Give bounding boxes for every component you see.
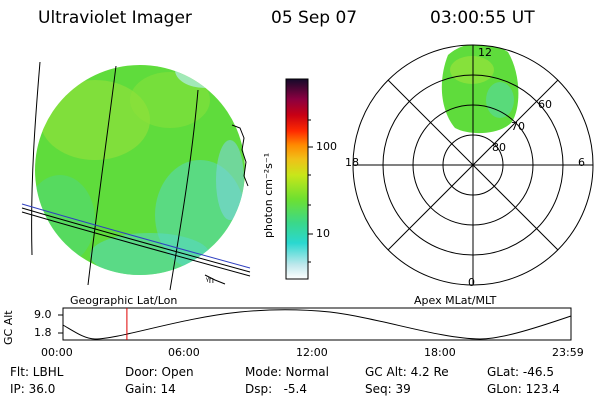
timeline-xtick-1800: 18:00 (424, 346, 456, 359)
mlt-label-12: 12 (478, 46, 492, 59)
date-label: 05 Sep 07 (271, 8, 358, 28)
timeline-xtick-0600: 06:00 (168, 346, 200, 359)
info-filter: Flt: LBHL (10, 365, 64, 379)
timeline-xtick-1200: 12:00 (296, 346, 328, 359)
info-ip: IP: 36.0 (10, 382, 56, 396)
timeline-xtick-0000: 00:00 (41, 346, 73, 359)
colorbar-unit-label: photon cm⁻²s⁻¹ (262, 152, 275, 238)
info-gain: Gain: 14 (125, 382, 176, 396)
lat-label-60: 60 (538, 98, 552, 111)
colorbar-tick-100: 100 (316, 140, 337, 153)
colorbar-tick-10: 10 (316, 227, 330, 240)
meridian-line-2 (87, 65, 117, 286)
color-scale-bar (285, 78, 309, 280)
timeline-xtick-2359: 23:59 (552, 346, 584, 359)
coastline-bottom (204, 274, 226, 285)
info-glat: GLat: -46.5 (487, 365, 554, 379)
mlt-label-6: 6 (578, 156, 585, 169)
coast-mark: ᵞn (206, 275, 214, 285)
instrument-title: Ultraviolet Imager (38, 8, 192, 28)
info-dsp: Dsp: -5.4 (245, 382, 308, 396)
right-panel-label: Apex MLat/MLT (414, 294, 497, 307)
left-panel-label: Geographic Lat/Lon (70, 294, 178, 307)
parallel-line-mid (21, 211, 251, 277)
timeline-frame (62, 307, 572, 341)
meridian-line-3 (169, 89, 199, 291)
meridian-line-1 (31, 61, 41, 256)
time-label: 03:00:55 UT (430, 8, 535, 28)
info-door: Door: Open (125, 365, 194, 379)
altitude-curve (62, 309, 572, 340)
info-gc-alt: GC Alt: 4.2 Re (365, 365, 449, 379)
info-seq: Seq: 39 (365, 382, 411, 396)
parallel-line-blue (21, 203, 251, 269)
timeline-ytick-high: 9.0 (34, 308, 52, 321)
parallel-line-upper (21, 207, 251, 273)
lat-label-80: 80 (492, 141, 506, 154)
timeline-ylabel: GC Alt (2, 310, 15, 345)
polar-plot (352, 44, 594, 286)
info-glon: GLon: 123.4 (487, 382, 560, 396)
lat-label-70: 70 (511, 120, 525, 133)
mlt-label-0: 0 (468, 276, 475, 289)
info-mode: Mode: Normal (245, 365, 329, 379)
altitude-timeline (58, 307, 572, 341)
mlt-label-18: 18 (345, 156, 359, 169)
earth-disk-image (35, 65, 245, 275)
coastline-right (231, 124, 249, 187)
timeline-ytick-low: 1.8 (34, 326, 52, 339)
